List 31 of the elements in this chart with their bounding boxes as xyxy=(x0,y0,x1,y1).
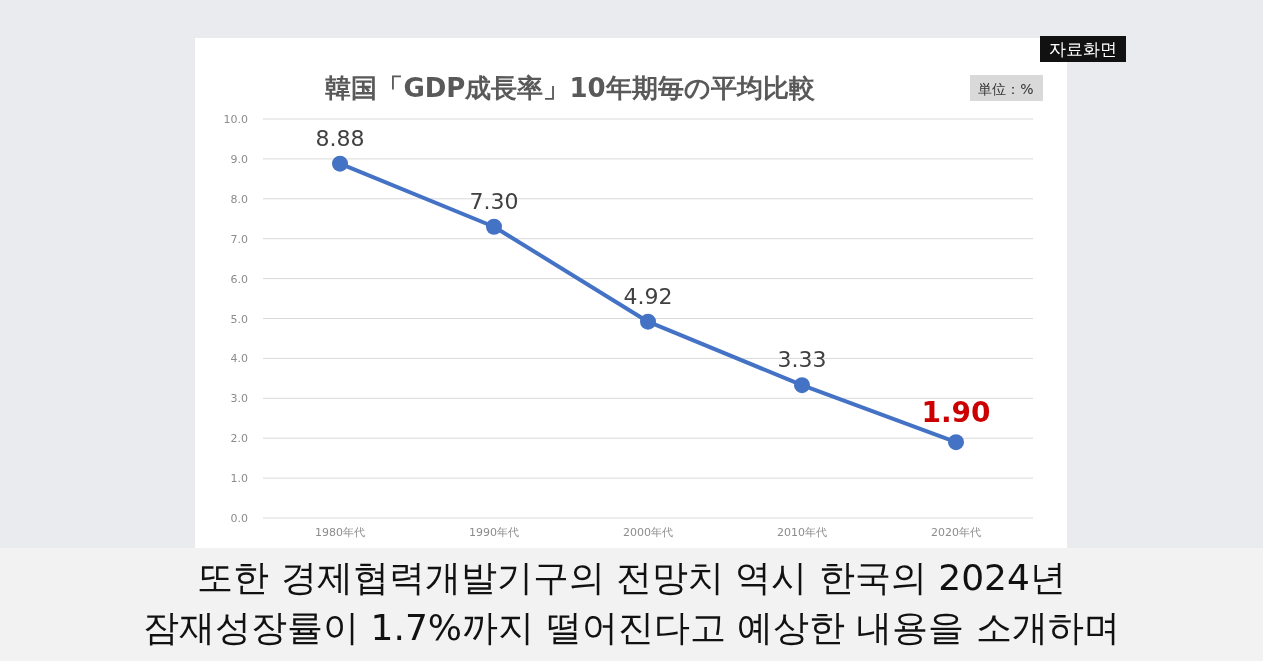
y-tick-label: 8.0 xyxy=(230,192,248,206)
point xyxy=(794,377,810,394)
y-tick-label: 3.0 xyxy=(230,392,248,406)
y-tick-label: 9.0 xyxy=(230,152,248,166)
y-tick-label: 2.0 xyxy=(230,432,248,446)
text: 単位：% xyxy=(978,81,1034,97)
x-tick-label: 2010年代 xyxy=(777,526,827,539)
x-tick-label: 1980年代 xyxy=(315,526,365,539)
point xyxy=(640,313,656,330)
data-label: 3.33 xyxy=(777,347,827,373)
data-label: 1.90 xyxy=(921,396,991,430)
text: 자료화면 xyxy=(1049,39,1117,59)
point xyxy=(486,218,502,235)
text: 또한 경제협력개발기구의 전망치 역시 한국의 2024년 xyxy=(197,557,1066,598)
data-label: 8.88 xyxy=(315,125,365,151)
point xyxy=(332,155,348,172)
chart-title: 韓国「GDP成長率」10年期毎の平均比較 xyxy=(325,73,816,103)
x-tick-label: 2020年代 xyxy=(931,526,981,539)
data-label: 4.92 xyxy=(623,283,673,309)
y-tick-label: 0.0 xyxy=(230,512,248,525)
y-tick-label: 4.0 xyxy=(230,352,248,366)
x-tick-label: 2000年代 xyxy=(623,526,673,539)
y-tick-label: 10.0 xyxy=(223,113,248,126)
y-tick-label: 5.0 xyxy=(230,312,248,326)
text: 잠재성장률이 1.7%까지 떨어진다고 예상한 내용을 소개하며 xyxy=(143,607,1120,648)
point xyxy=(948,434,964,451)
x-tick-label: 1990年代 xyxy=(469,526,519,539)
y-tick-label: 1.0 xyxy=(230,472,248,486)
data-label: 7.30 xyxy=(469,188,519,214)
y-tick-label: 7.0 xyxy=(230,232,248,246)
y-tick-label: 6.0 xyxy=(230,272,248,286)
